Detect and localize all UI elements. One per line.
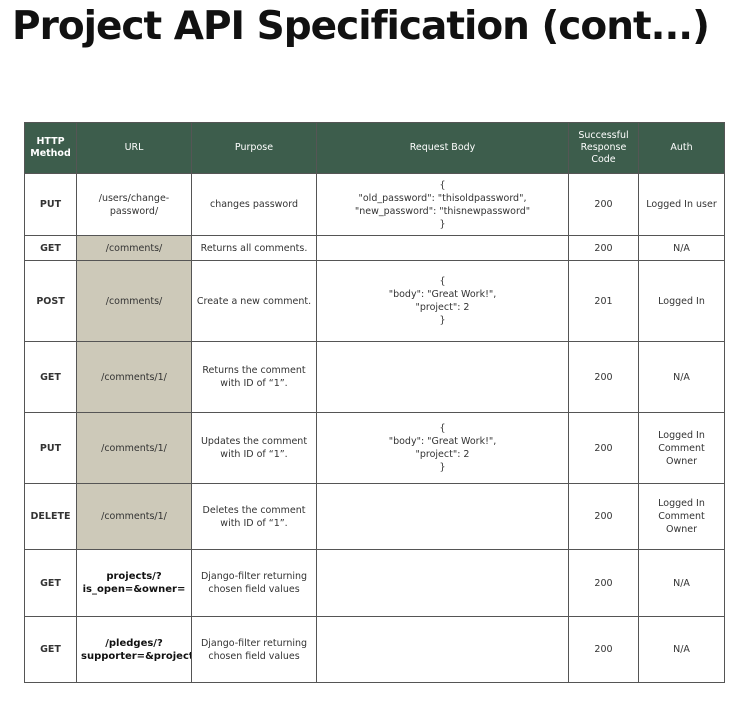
request-body-cell	[316, 235, 569, 261]
auth-cell: Logged In Comment Owner	[638, 412, 725, 484]
table-row: GET /comments/1/ Returns the comment wit…	[24, 341, 725, 413]
response-code-cell: 200	[568, 549, 639, 617]
response-code-cell: 200	[568, 341, 639, 413]
method-cell: GET	[24, 341, 77, 413]
request-body-cell: { "body": "Great Work!", "project": 2 }	[316, 412, 569, 484]
request-body-cell	[316, 616, 569, 683]
table-row: DELETE /comments/1/ Deletes the comment …	[24, 483, 725, 550]
purpose-cell: Returns the comment with ID of “1”.	[191, 341, 317, 413]
purpose-cell: Django-filter returning chosen field val…	[191, 616, 317, 683]
purpose-cell: Returns all comments.	[191, 235, 317, 261]
header-request-body: Request Body	[316, 122, 569, 174]
purpose-cell: changes password	[191, 173, 317, 236]
url-cell: projects/? is_open=&owner=	[76, 549, 192, 617]
purpose-cell: Updates the comment with ID of “1”.	[191, 412, 317, 484]
header-purpose: Purpose	[191, 122, 317, 174]
table-row: GET /comments/ Returns all comments. 200…	[24, 235, 725, 261]
response-code-cell: 200	[568, 616, 639, 683]
method-cell: PUT	[24, 173, 77, 236]
request-body-cell	[316, 549, 569, 617]
url-cell: /comments/1/	[76, 341, 192, 413]
url-cell: /users/change- password/	[76, 173, 192, 236]
auth-cell: N/A	[638, 616, 725, 683]
request-body-cell	[316, 483, 569, 550]
method-cell: POST	[24, 260, 77, 342]
table-row: PUT /comments/1/ Updates the comment wit…	[24, 412, 725, 484]
auth-cell: N/A	[638, 549, 725, 617]
table-row: GET projects/? is_open=&owner= Django-fi…	[24, 549, 725, 617]
header-auth: Auth	[638, 122, 725, 174]
table-row: PUT /users/change- password/ changes pas…	[24, 173, 725, 236]
api-spec-table: HTTP Method URL Purpose Request Body Suc…	[24, 122, 725, 683]
request-body-cell: { "body": "Great Work!", "project": 2 }	[316, 260, 569, 342]
response-code-cell: 200	[568, 483, 639, 550]
request-body-cell: { "old_password": "thisoldpassword", "ne…	[316, 173, 569, 236]
auth-cell: Logged In	[638, 260, 725, 342]
url-cell: /pledges/? supporter=&project=	[76, 616, 192, 683]
response-code-cell: 200	[568, 235, 639, 261]
header-url: URL	[76, 122, 192, 174]
request-body-cell	[316, 341, 569, 413]
method-cell: GET	[24, 549, 77, 617]
page-title: Project API Specification (cont...)	[12, 4, 710, 49]
method-cell: GET	[24, 616, 77, 683]
response-code-cell: 201	[568, 260, 639, 342]
purpose-cell: Django-filter returning chosen field val…	[191, 549, 317, 617]
header-response-code: Successful Response Code	[568, 122, 639, 174]
url-cell: /comments/	[76, 260, 192, 342]
auth-cell: Logged In user	[638, 173, 725, 236]
url-cell: /comments/1/	[76, 412, 192, 484]
purpose-cell: Deletes the comment with ID of “1”.	[191, 483, 317, 550]
response-code-cell: 200	[568, 412, 639, 484]
url-cell: /comments/1/	[76, 483, 192, 550]
auth-cell: N/A	[638, 235, 725, 261]
url-cell: /comments/	[76, 235, 192, 261]
method-cell: PUT	[24, 412, 77, 484]
purpose-cell: Create a new comment.	[191, 260, 317, 342]
table-header-row: HTTP Method URL Purpose Request Body Suc…	[24, 122, 725, 174]
auth-cell: N/A	[638, 341, 725, 413]
table-row: POST /comments/ Create a new comment. { …	[24, 260, 725, 342]
header-method: HTTP Method	[24, 122, 77, 174]
method-cell: DELETE	[24, 483, 77, 550]
table-row: GET /pledges/? supporter=&project= Djang…	[24, 616, 725, 683]
method-cell: GET	[24, 235, 77, 261]
response-code-cell: 200	[568, 173, 639, 236]
auth-cell: Logged In Comment Owner	[638, 483, 725, 550]
